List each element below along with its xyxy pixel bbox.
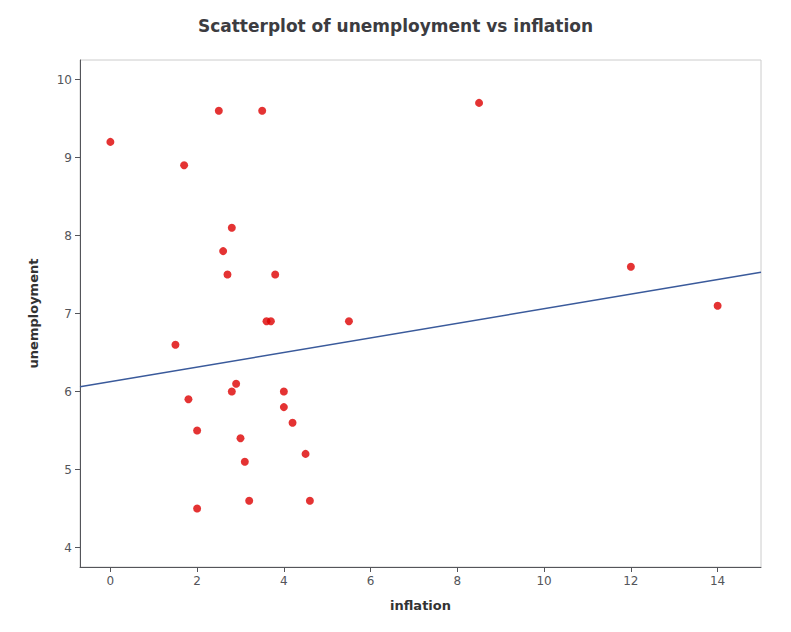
svg-text:10: 10 [536, 574, 551, 588]
svg-text:12: 12 [623, 574, 638, 588]
svg-text:8: 8 [64, 229, 72, 243]
svg-text:4: 4 [64, 541, 72, 555]
svg-text:6: 6 [64, 385, 72, 399]
svg-text:14: 14 [710, 574, 725, 588]
svg-text:9: 9 [64, 151, 72, 165]
svg-text:5: 5 [64, 463, 72, 477]
svg-text:0: 0 [107, 574, 115, 588]
svg-text:unemployment: unemployment [26, 259, 41, 369]
svg-text:8: 8 [454, 574, 462, 588]
svg-text:2: 2 [193, 574, 201, 588]
svg-text:inflation: inflation [390, 598, 451, 613]
svg-text:7: 7 [64, 307, 72, 321]
svg-text:4: 4 [280, 574, 288, 588]
svg-text:6: 6 [367, 574, 375, 588]
svg-text:10: 10 [57, 73, 72, 87]
svg-text:Scatterplot of unemployment vs: Scatterplot of unemployment vs inflation [198, 16, 593, 36]
